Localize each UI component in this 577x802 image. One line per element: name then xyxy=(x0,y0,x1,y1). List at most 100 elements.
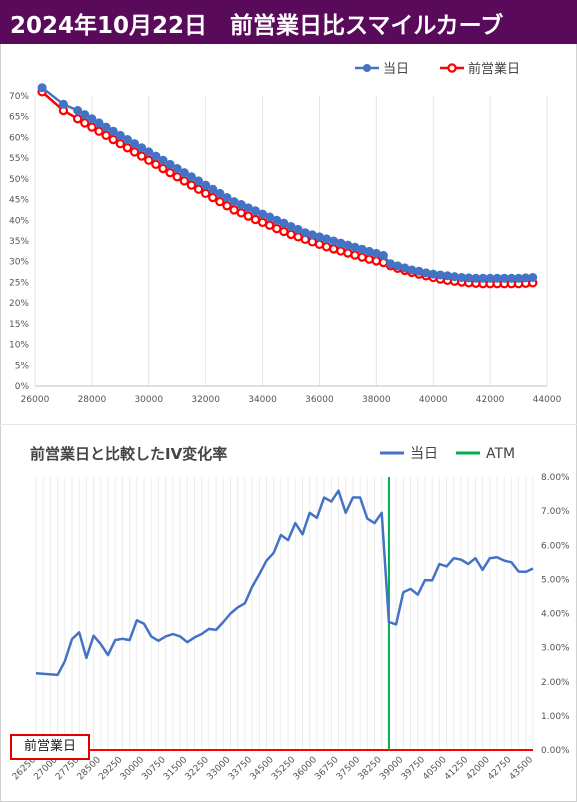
chart1-point-prev-day xyxy=(200,188,211,199)
chart1-y-tick-label: 10% xyxy=(9,341,29,351)
chart1-x-tick-label: 40000 xyxy=(419,395,448,405)
chart1-point-prev-day xyxy=(144,155,154,165)
chart1-point-prev-day xyxy=(172,172,182,182)
chart1-legend-marker xyxy=(447,63,457,73)
chart1-legend-marker xyxy=(363,64,371,72)
chart1-point-prev-day xyxy=(101,130,111,141)
chart1-y-axis: 0% 5% 10% 15% 20% 25% 30% 35% 40% 45% 50% 55% 60% 65%… xyxy=(9,92,29,392)
chart1-point-today xyxy=(186,172,196,182)
chart1-x-tick-label: 36000 xyxy=(305,395,334,405)
chart1-series-line xyxy=(41,86,533,280)
chart1-point-today xyxy=(215,188,225,198)
chart1-point-today xyxy=(37,83,47,93)
chart1-series xyxy=(37,83,538,289)
chart1-point-today xyxy=(528,272,538,282)
chart1-point-prev-day xyxy=(222,201,232,211)
chart1-point-prev-day xyxy=(87,122,97,132)
chart2-x-tick-label: 43500 xyxy=(508,755,536,783)
prev-day-series-label: 前営業日 xyxy=(10,734,90,760)
chart1-point-today xyxy=(144,147,154,157)
chart1-point-prev-day xyxy=(94,126,104,136)
chart1-point-today xyxy=(172,164,182,173)
chart1-x-tick-label: 30000 xyxy=(134,395,163,405)
chart1-series-line xyxy=(41,90,533,285)
chart1-legend-label: 前営業日 xyxy=(468,61,520,77)
chart2-today-line xyxy=(35,489,534,677)
chart2-y-tick-label: 3.00% xyxy=(541,644,570,654)
chart1-point-today xyxy=(208,184,218,194)
chart1-x-tick-label: 26000 xyxy=(21,395,50,405)
chart1-point-prev-day xyxy=(179,176,190,186)
chart1-y-tick-label: 25% xyxy=(9,278,29,288)
chart1-point-prev-day xyxy=(243,211,254,221)
chart1-y-tick-label: 65% xyxy=(9,113,29,123)
chart1-x-tick-label: 42000 xyxy=(476,395,505,405)
chart1-point-today xyxy=(222,193,232,202)
chart1-point-today xyxy=(101,122,111,132)
chart2-title: 前営業日と比較したIV変化率 xyxy=(30,445,227,463)
chart1-point-today xyxy=(73,106,83,115)
chart1-point-prev-day xyxy=(165,167,175,178)
chart1-point-prev-day xyxy=(136,151,147,161)
chart1-point-prev-day xyxy=(129,147,140,157)
chart2-y-tick-label: 2.00% xyxy=(541,678,570,688)
chart1-grid xyxy=(34,96,548,387)
chart1-point-today xyxy=(293,224,303,234)
chart1-x-axis: 26000 28000 30000 32000 34000 36000 38000 40000… xyxy=(21,395,562,405)
chart1-y-tick-label: 60% xyxy=(9,133,29,143)
chart1-point-today xyxy=(151,151,161,161)
chart1-point-today xyxy=(378,251,388,260)
chart1-point-today xyxy=(236,200,246,210)
chart1-point-prev-day xyxy=(264,220,275,230)
chart1-point-prev-day xyxy=(236,208,246,218)
chart1-point-today xyxy=(265,212,275,222)
chart2-y-tick-label: 5.00% xyxy=(541,575,570,585)
chart1-y-tick-label: 45% xyxy=(9,196,29,206)
chart1-y-tick-label: 30% xyxy=(9,258,29,268)
chart1-point-today xyxy=(250,206,260,216)
chart1-point-today xyxy=(108,126,118,136)
chart1-x-tick-label: 34000 xyxy=(248,395,277,405)
chart2-y-tick-label: 0.00% xyxy=(541,746,570,756)
chart1-point-today xyxy=(130,139,140,149)
chart1-point-today xyxy=(158,155,168,165)
chart1-y-tick-label: 50% xyxy=(9,175,29,185)
chart1-point-prev-day xyxy=(186,180,197,190)
chart1-point-today xyxy=(94,118,104,128)
chart1-y-tick-label: 15% xyxy=(9,320,29,330)
chart1-point-today xyxy=(179,168,189,178)
panel-divider xyxy=(0,424,577,425)
chart1-point-today xyxy=(137,143,147,153)
chart1-y-tick-label: 55% xyxy=(9,154,29,164)
chart1-point-prev-day xyxy=(151,159,161,170)
chart1-point-today xyxy=(80,110,90,120)
chart1-point-today xyxy=(201,180,211,190)
chart1-x-tick-label: 38000 xyxy=(362,395,391,405)
chart2-legend-label: 当日 xyxy=(410,446,438,462)
chart2-y-tick-label: 7.00% xyxy=(541,507,570,517)
title-banner: 2024年10月22日 前営業日比スマイルカーブ xyxy=(0,0,577,44)
chart1-point-today xyxy=(122,135,132,144)
chart1-point-today xyxy=(194,176,204,186)
smile-curve-chart: 0% 5% 10% 15% 20% 25% 30% 35% 40% 45% 50% 55% 60% 65%… xyxy=(9,61,562,405)
chart2-y-tick-label: 8.00% xyxy=(541,473,570,483)
chart1-y-tick-label: 5% xyxy=(15,361,30,371)
chart1-point-prev-day xyxy=(208,192,218,203)
chart1-legend: 当日 前営業日 xyxy=(355,61,520,77)
chart2-y-tick-label: 4.00% xyxy=(541,610,570,620)
chart2-series xyxy=(35,477,534,751)
chart2-y-tick-label: 6.00% xyxy=(541,541,570,551)
chart1-x-tick-label: 44000 xyxy=(533,395,562,405)
banner-title: 2024年10月22日 前営業日比スマイルカーブ xyxy=(10,13,504,39)
chart1-y-tick-label: 35% xyxy=(9,237,29,247)
chart1-point-today xyxy=(87,114,97,124)
chart1-point-today xyxy=(165,159,175,169)
chart1-legend-label: 当日 xyxy=(383,62,409,77)
chart1-point-prev-day xyxy=(108,134,118,145)
chart1-point-prev-day xyxy=(193,184,204,194)
chart2-y-axis: 0.00% 1.00% 2.00% 3.00% 4.00% 5.00% 6.00% 7.00%… xyxy=(541,473,570,756)
chart1-point-prev-day xyxy=(72,114,83,124)
chart1-y-tick-label: 40% xyxy=(9,216,29,226)
chart2-y-tick-label: 1.00% xyxy=(541,712,570,722)
chart1-point-prev-day xyxy=(115,138,126,149)
